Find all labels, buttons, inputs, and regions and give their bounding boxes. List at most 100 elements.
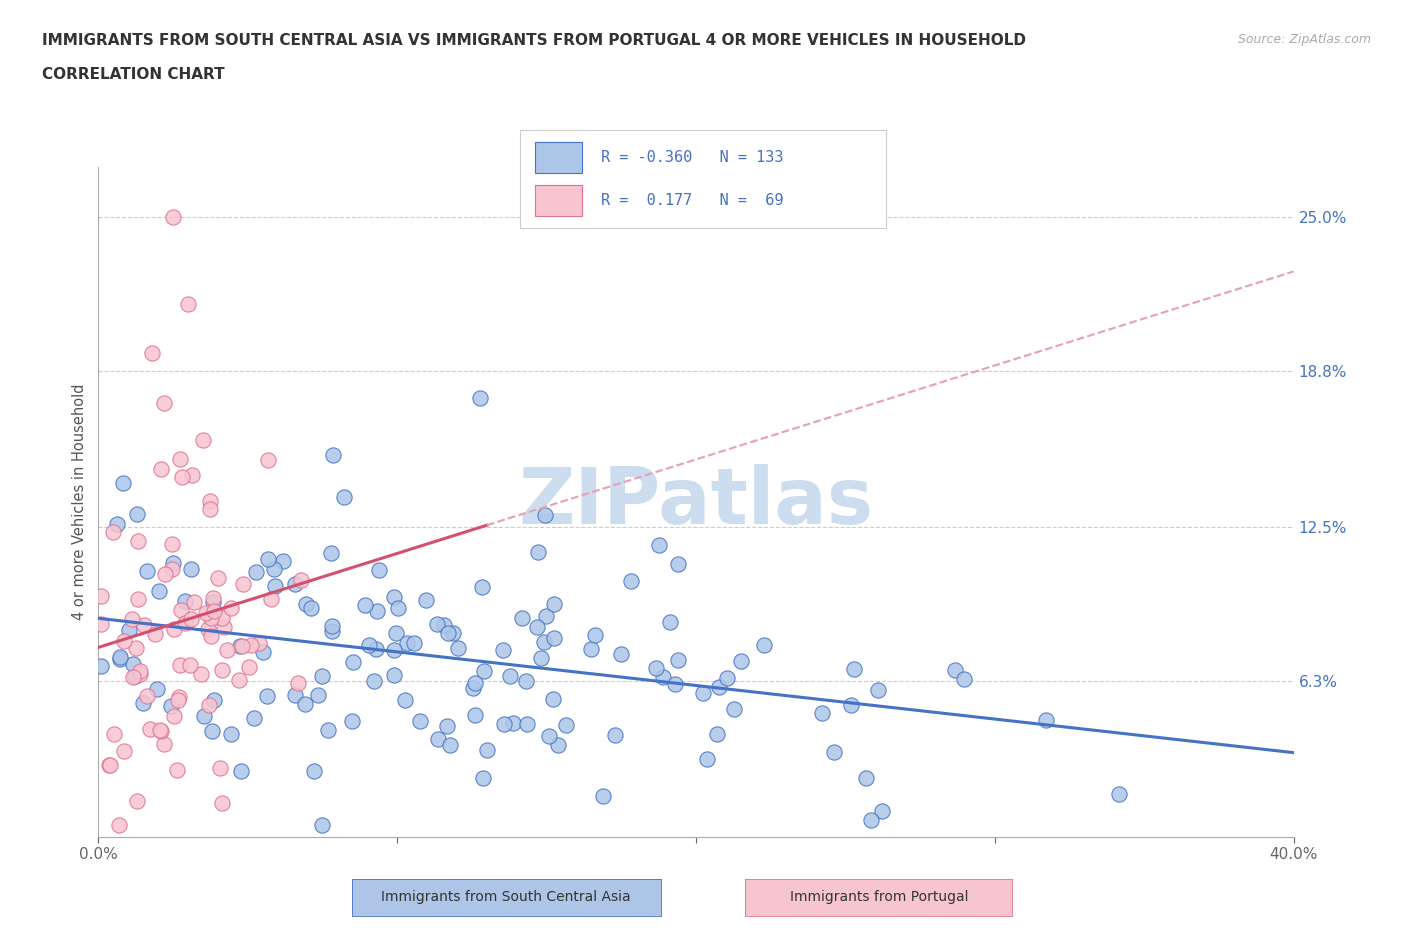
Point	[125, 640, 148, 655]
Point	[543, 631, 565, 645]
Point	[200, 610, 222, 625]
Point	[426, 731, 449, 746]
Point	[167, 690, 190, 705]
Point	[202, 604, 225, 618]
Point	[499, 669, 522, 684]
Point	[357, 637, 380, 652]
Point	[441, 626, 464, 641]
Point	[127, 591, 149, 606]
Point	[385, 626, 408, 641]
Point	[201, 591, 224, 605]
Text: CORRELATION CHART: CORRELATION CHART	[42, 67, 225, 82]
Point	[436, 719, 458, 734]
Point	[98, 757, 121, 772]
Point	[294, 596, 316, 611]
Point	[174, 616, 197, 631]
Point	[382, 668, 405, 683]
Point	[160, 699, 183, 714]
Point	[471, 579, 494, 594]
Point	[583, 628, 606, 643]
Point	[149, 724, 172, 738]
Point	[228, 672, 250, 687]
Point	[810, 706, 832, 721]
Point	[201, 724, 224, 738]
Point	[153, 737, 176, 751]
Point	[245, 565, 267, 579]
Point	[153, 395, 176, 410]
Point	[533, 634, 555, 649]
Point	[257, 551, 280, 566]
Point	[139, 721, 162, 736]
Point	[870, 804, 893, 818]
Point	[439, 737, 461, 752]
Point	[231, 764, 253, 778]
Point	[243, 711, 266, 725]
Point	[321, 618, 343, 633]
Point	[754, 637, 776, 652]
Point	[240, 637, 263, 652]
Point	[311, 817, 333, 832]
Point	[215, 643, 238, 658]
Point	[723, 701, 745, 716]
Point	[132, 618, 155, 633]
Point	[658, 615, 681, 630]
Point	[121, 670, 143, 684]
Point	[530, 650, 553, 665]
Point	[221, 601, 243, 616]
Point	[534, 508, 557, 523]
Point	[201, 594, 224, 609]
Point	[610, 646, 633, 661]
Point	[169, 658, 191, 672]
Point	[211, 663, 233, 678]
Point	[592, 789, 614, 804]
Point	[163, 709, 186, 724]
Text: Immigrants from Portugal: Immigrants from Portugal	[790, 890, 967, 905]
Point	[510, 610, 533, 625]
Point	[696, 751, 718, 766]
Point	[823, 745, 845, 760]
Point	[382, 643, 405, 658]
Point	[382, 589, 405, 604]
Point	[706, 726, 728, 741]
Point	[1035, 712, 1057, 727]
Point	[149, 723, 172, 737]
Point	[543, 596, 565, 611]
Point	[129, 667, 152, 682]
Point	[472, 663, 495, 678]
Point	[193, 709, 215, 724]
Point	[122, 657, 145, 671]
Text: ZIPatlas: ZIPatlas	[519, 464, 873, 540]
Point	[108, 817, 131, 832]
Point	[415, 593, 437, 608]
Point	[170, 603, 193, 618]
Point	[666, 652, 689, 667]
Text: R = -0.360   N = 133: R = -0.360 N = 133	[600, 150, 783, 165]
Point	[730, 654, 752, 669]
Point	[155, 566, 177, 581]
Point	[692, 686, 714, 701]
Point	[238, 659, 260, 674]
Point	[402, 635, 425, 650]
Point	[311, 669, 333, 684]
Point	[321, 623, 343, 638]
Point	[135, 689, 157, 704]
Point	[322, 447, 344, 462]
Point	[103, 726, 125, 741]
Point	[547, 737, 569, 752]
Text: Immigrants from South Central Asia: Immigrants from South Central Asia	[381, 890, 631, 905]
Bar	[534, 142, 582, 173]
Point	[108, 652, 131, 667]
Point	[263, 562, 285, 577]
Point	[194, 606, 217, 621]
Point	[307, 688, 329, 703]
Point	[387, 601, 409, 616]
Text: R =  0.177   N =  69: R = 0.177 N = 69	[600, 193, 783, 208]
Point	[353, 597, 375, 612]
Point	[464, 675, 486, 690]
Point	[101, 525, 124, 539]
Point	[342, 655, 364, 670]
Point	[844, 661, 866, 676]
Point	[257, 453, 280, 468]
Text: IMMIGRANTS FROM SOUTH CENTRAL ASIA VS IMMIGRANTS FROM PORTUGAL 4 OR MORE VEHICLE: IMMIGRANTS FROM SOUTH CENTRAL ASIA VS IM…	[42, 33, 1026, 47]
Point	[395, 635, 418, 650]
